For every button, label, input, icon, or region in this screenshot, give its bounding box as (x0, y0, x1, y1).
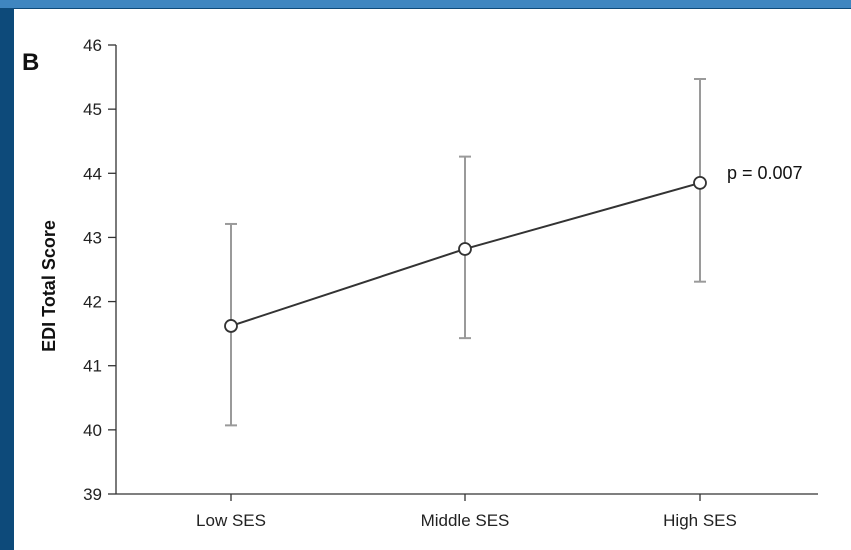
y-tick-label-41: 41 (83, 357, 102, 376)
top-accent-strip (0, 0, 851, 8)
y-axis-label: EDI Total Score (39, 220, 59, 352)
y-tick-label-40: 40 (83, 421, 102, 440)
y-tick-label-45: 45 (83, 100, 102, 119)
data-point-0 (224, 319, 238, 333)
p-value-annotation: p = 0.007 (727, 163, 803, 183)
markers (224, 176, 707, 333)
data-point-1 (458, 242, 472, 256)
y-tick-label-43: 43 (83, 228, 102, 247)
y-tick-label-39: 39 (83, 485, 102, 504)
x-tick-label-1: Middle SES (421, 511, 510, 530)
panel-label: B (22, 49, 39, 76)
x-tick-label-2: High SES (663, 511, 737, 530)
chart-panel (14, 9, 851, 550)
axes: 39 40 41 42 43 44 45 46 Low SES Middle SES High SE… (83, 36, 818, 530)
y-tick-label-46: 46 (83, 36, 102, 55)
x-tick-label-0: Low SES (196, 511, 266, 530)
y-tick-label-42: 42 (83, 293, 102, 312)
data-point-2 (693, 176, 707, 190)
y-tick-label-44: 44 (83, 164, 102, 183)
